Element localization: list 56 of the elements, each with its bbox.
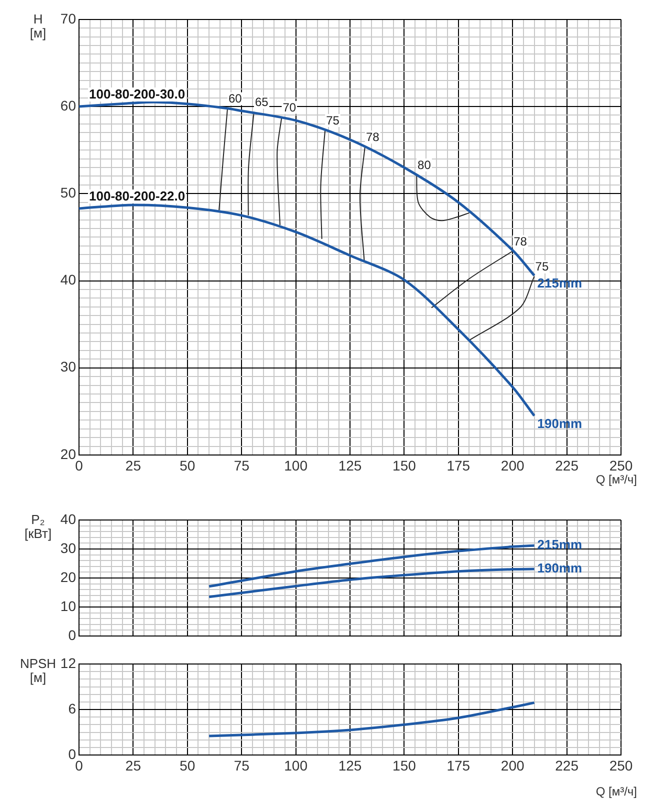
- annotation: 100-80-200-22.0: [89, 188, 186, 204]
- series-label: 80: [418, 158, 432, 172]
- line-series: [208, 544, 536, 588]
- y-axis-title: NPSH [м]: [20, 656, 56, 686]
- series-label: 75: [535, 260, 549, 274]
- y-tick-label: 12: [60, 654, 76, 671]
- y-tick-label: 30: [60, 358, 76, 375]
- x-tick-label: 50: [180, 757, 196, 774]
- x-tick-label: 175: [446, 457, 470, 474]
- y-tick-label: 0: [68, 746, 76, 762]
- line-series: [416, 174, 470, 222]
- x-tick-label: 225: [555, 757, 579, 774]
- y-tick-label: 50: [60, 184, 76, 200]
- y-axis-title: H [м]: [30, 11, 46, 40]
- x-tick-label: 25: [125, 757, 142, 774]
- y-tick-label: 0: [68, 626, 76, 643]
- x-tick-label: 125: [338, 457, 362, 474]
- series-label: 78: [514, 234, 528, 248]
- series-label: 70: [282, 100, 296, 114]
- x-tick-label: 75: [234, 457, 250, 474]
- annotation: 100-80-200-30.0: [89, 86, 186, 102]
- y-tick-label: 6: [68, 700, 76, 716]
- x-tick-label: 250: [609, 757, 633, 774]
- y-axis-title: P₂ [кВт]: [24, 512, 52, 542]
- x-tick-label: 100: [284, 457, 308, 474]
- x-tick-label: 175: [446, 757, 470, 774]
- series-label: 65: [254, 95, 269, 110]
- x-tick-label: 25: [125, 457, 142, 474]
- line-series: [208, 701, 536, 738]
- series-label: 190mm: [537, 560, 582, 576]
- series-label: 60: [228, 92, 242, 106]
- y-tick-label: 40: [60, 272, 76, 288]
- series-label: 78: [366, 130, 380, 144]
- y-tick-label: 10: [60, 598, 76, 614]
- line-series: [79, 204, 536, 418]
- x-tick-label: 225: [555, 457, 579, 474]
- x-tick-label: 50: [180, 457, 196, 474]
- line-series: [208, 568, 536, 598]
- series-label: 75: [326, 113, 340, 128]
- x-axis-title: Q [м³/ч]: [596, 784, 637, 798]
- y-tick-label: 60: [60, 97, 76, 114]
- y-tick-label: 20: [60, 446, 76, 462]
- x-tick-label: 100: [284, 757, 308, 774]
- y-tick-label: 30: [60, 540, 76, 556]
- y-tick-label: 70: [60, 10, 76, 26]
- x-tick-label: 200: [500, 757, 524, 774]
- x-tick-label: 150: [392, 757, 416, 774]
- x-tick-label: 250: [609, 457, 633, 474]
- x-tick-label: 150: [392, 457, 416, 474]
- x-tick-label: 75: [234, 757, 250, 774]
- y-tick-label: 20: [60, 568, 76, 585]
- x-tick-label: 125: [338, 757, 362, 774]
- y-tick-label: 40: [60, 510, 76, 527]
- series-label: 215mm: [537, 537, 582, 552]
- x-axis-title: Q [м³/ч]: [596, 472, 637, 486]
- x-tick-label: 200: [500, 457, 524, 474]
